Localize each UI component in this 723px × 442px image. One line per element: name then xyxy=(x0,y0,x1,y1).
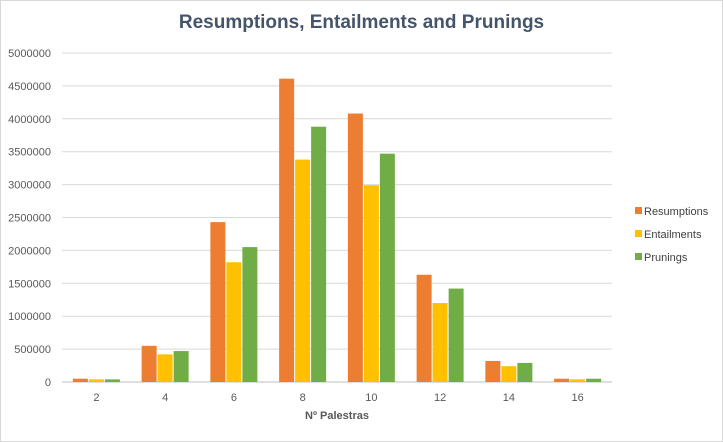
bar-entailments xyxy=(295,159,311,382)
x-tick-label: 4 xyxy=(162,392,168,404)
bar-entailments xyxy=(363,185,379,382)
bar-prunings xyxy=(173,351,189,382)
bar-entailments xyxy=(157,354,173,382)
bar-entailments xyxy=(432,303,448,382)
y-tick-label: 500000 xyxy=(14,344,51,356)
bar-resumptions xyxy=(554,378,570,382)
y-tick-label: 2000000 xyxy=(8,245,51,257)
y-tick-label: 3000000 xyxy=(8,180,51,192)
legend-label: Resumptions xyxy=(644,206,709,218)
y-tick-label: 4000000 xyxy=(8,114,51,126)
chart-title: Resumptions, Entailments and Prunings xyxy=(178,12,545,33)
y-tick-label: 1500000 xyxy=(8,278,51,290)
y-tick-label: 1000000 xyxy=(8,311,51,323)
bar-prunings xyxy=(104,379,120,382)
x-tick-label: 2 xyxy=(93,392,99,404)
x-tick-label: 8 xyxy=(300,392,306,404)
bar-resumptions xyxy=(141,345,157,382)
bar-prunings xyxy=(586,378,602,382)
legend-swatch xyxy=(635,207,642,214)
legend-swatch xyxy=(635,230,642,237)
bar-resumptions xyxy=(485,360,501,382)
bar-prunings xyxy=(242,247,258,382)
legend-label: Entailments xyxy=(644,229,702,241)
y-tick-label: 3500000 xyxy=(8,147,51,159)
x-tick-label: 16 xyxy=(572,392,584,404)
bar-entailments xyxy=(570,379,586,382)
y-tick-label: 2500000 xyxy=(8,213,51,225)
y-tick-label: 0 xyxy=(45,377,51,389)
bar-entailments xyxy=(88,379,104,382)
x-axis-title: Nº Palestras xyxy=(305,410,369,422)
bar-resumptions xyxy=(347,113,363,382)
legend-swatch xyxy=(635,253,642,260)
x-tick-label: 14 xyxy=(503,392,515,404)
bar-resumptions xyxy=(210,222,226,382)
bar-resumptions xyxy=(72,378,88,382)
x-tick-label: 12 xyxy=(434,392,446,404)
y-tick-label: 4500000 xyxy=(8,81,51,93)
bar-entailments xyxy=(226,262,242,382)
bar-prunings xyxy=(379,153,395,382)
bar-prunings xyxy=(311,126,327,382)
legend-label: Prunings xyxy=(644,252,688,264)
y-tick-label: 5000000 xyxy=(8,48,51,60)
x-tick-label: 6 xyxy=(231,392,237,404)
bar-entailments xyxy=(501,366,517,382)
bar-prunings xyxy=(448,288,464,382)
bar-prunings xyxy=(517,362,533,382)
bar-resumptions xyxy=(279,78,295,383)
x-tick-label: 10 xyxy=(365,392,377,404)
bar-resumptions xyxy=(416,274,432,382)
